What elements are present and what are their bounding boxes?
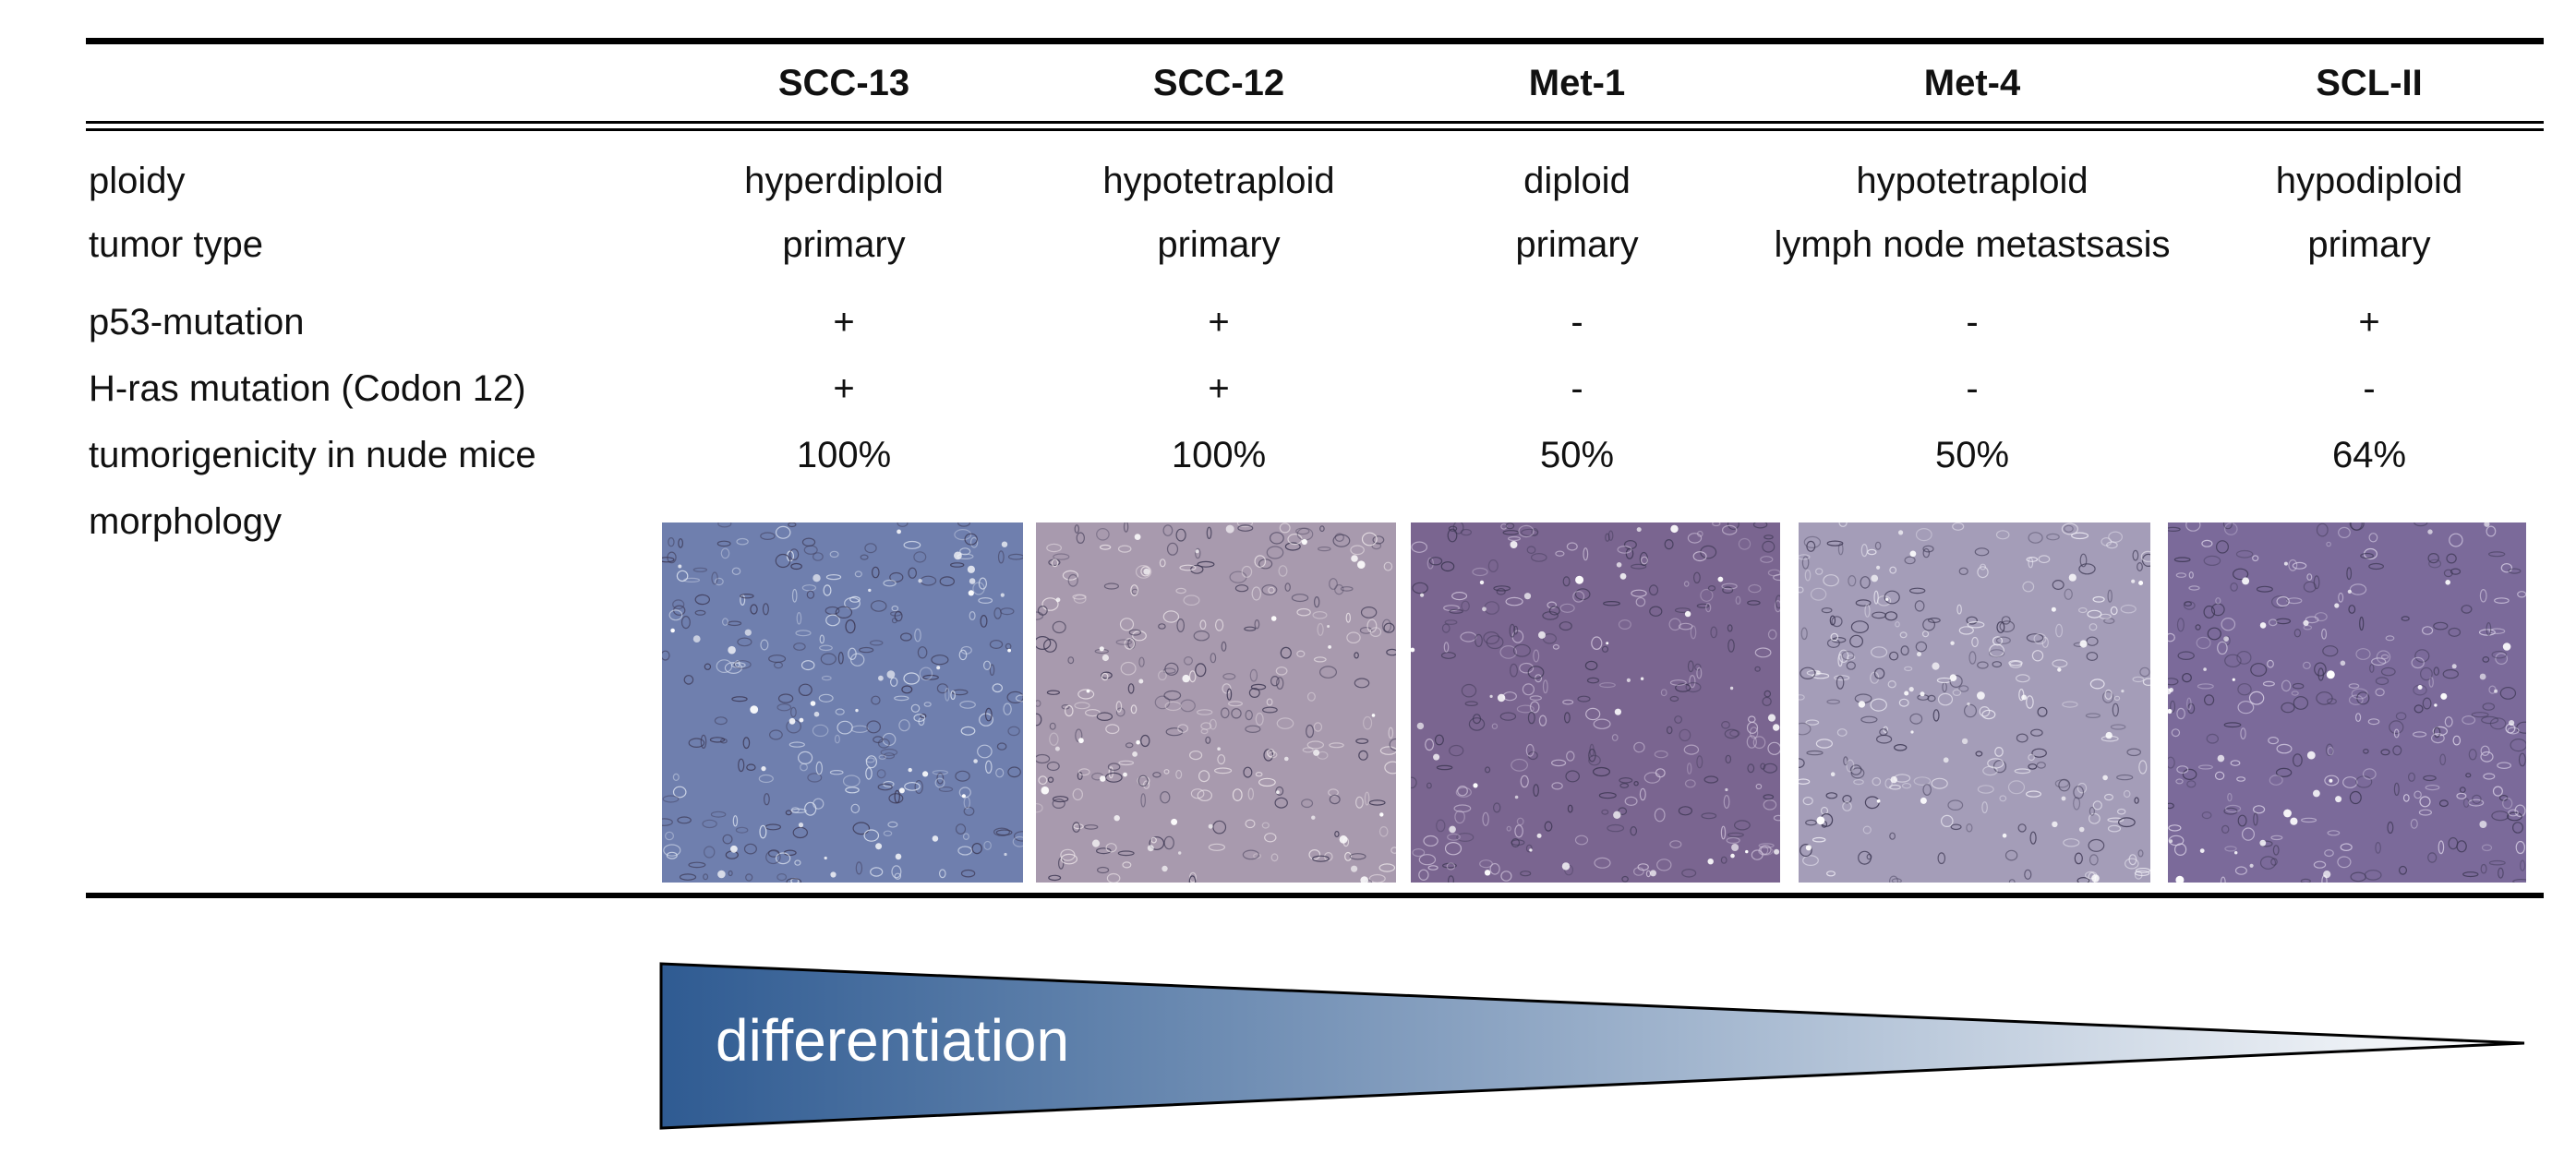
cell-ploidy-scl2: hypodiploid xyxy=(2275,161,2463,201)
row-label-hras: H-ras mutation (Codon 12) xyxy=(89,368,526,409)
cell-tumor-type-scc12: primary xyxy=(1157,224,1281,265)
cell-p53-scc13: + xyxy=(833,302,855,342)
micrograph-scl2 xyxy=(2168,522,2526,883)
cell-hras-scl2: - xyxy=(2363,368,2376,409)
row-label-morphology: morphology xyxy=(89,501,283,542)
row-label-tumor-type: tumor type xyxy=(89,224,263,265)
micrograph-scc12 xyxy=(1036,522,1396,883)
cell-hras-scc13: + xyxy=(833,368,855,409)
cell-tumorigenicity-scc12: 100% xyxy=(1171,435,1267,475)
micrograph-met4 xyxy=(1799,522,2150,883)
cell-p53-met1: - xyxy=(1571,302,1583,342)
row-label-p53: p53-mutation xyxy=(89,302,305,342)
micrograph-scc13 xyxy=(662,522,1023,883)
column-header-scc12: SCC-12 xyxy=(1152,63,1285,103)
row-label-tumorigenicity: tumorigenicity in nude mice xyxy=(89,435,536,475)
cell-tumor-type-met4: lymph node metastsasis xyxy=(1774,224,2171,265)
cell-tumor-type-scc13: primary xyxy=(782,224,906,265)
header-rule-lower xyxy=(86,128,2544,131)
cell-hras-met1: - xyxy=(1571,368,1583,409)
table-top-rule xyxy=(86,38,2544,44)
cell-hras-scc12: + xyxy=(1208,368,1230,409)
column-header-met4: Met-4 xyxy=(1923,63,2021,103)
cell-tumorigenicity-met4: 50% xyxy=(1934,435,2010,475)
column-header-scc13: SCC-13 xyxy=(777,63,910,103)
cell-tumor-type-scl2: primary xyxy=(2307,224,2431,265)
cell-ploidy-met1: diploid xyxy=(1523,161,1631,201)
table-bottom-rule xyxy=(86,893,2544,898)
differentiation-wedge xyxy=(656,956,2530,1132)
header-rule-upper xyxy=(86,121,2544,124)
cell-p53-scl2: + xyxy=(2358,302,2380,342)
cell-hras-met4: - xyxy=(1966,368,1979,409)
row-label-ploidy: ploidy xyxy=(89,161,186,201)
column-header-met1: Met-1 xyxy=(1528,63,1626,103)
cell-ploidy-scc12: hypotetraploid xyxy=(1102,161,1335,201)
cell-p53-scc12: + xyxy=(1208,302,1230,342)
cell-ploidy-scc13: hyperdiploid xyxy=(744,161,944,201)
cell-tumorigenicity-met1: 50% xyxy=(1539,435,1615,475)
cell-ploidy-met4: hypotetraploid xyxy=(1856,161,2088,201)
cell-p53-met4: - xyxy=(1966,302,1979,342)
cell-tumorigenicity-scc13: 100% xyxy=(796,435,892,475)
cell-tumor-type-met1: primary xyxy=(1515,224,1639,265)
micrograph-met1 xyxy=(1411,522,1780,883)
column-header-scl2: SCL-II xyxy=(2316,63,2423,103)
differentiation-label: differentiation xyxy=(716,1007,1070,1074)
cell-tumorigenicity-scl2: 64% xyxy=(2331,435,2407,475)
